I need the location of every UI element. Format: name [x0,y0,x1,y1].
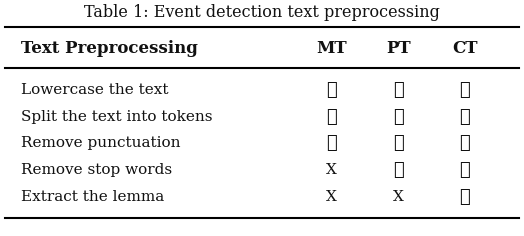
Text: Remove stop words: Remove stop words [20,163,172,177]
Text: ✓: ✓ [326,135,337,152]
Text: Split the text into tokens: Split the text into tokens [20,110,212,124]
Text: Extract the lemma: Extract the lemma [20,190,164,204]
Text: ✓: ✓ [460,161,470,179]
Text: Remove punctuation: Remove punctuation [20,136,180,150]
Text: X: X [392,190,403,204]
Text: ✓: ✓ [326,81,337,99]
Text: X: X [326,163,337,177]
Text: CT: CT [452,40,477,57]
Text: ✓: ✓ [392,108,403,126]
Text: ✓: ✓ [460,188,470,206]
Text: ✓: ✓ [460,135,470,152]
Text: ✓: ✓ [392,81,403,99]
Text: X: X [326,190,337,204]
Text: ✓: ✓ [460,81,470,99]
Text: MT: MT [316,40,347,57]
Text: ✓: ✓ [460,108,470,126]
Text: Text Preprocessing: Text Preprocessing [20,40,198,57]
Text: PT: PT [386,40,410,57]
Text: ✓: ✓ [326,108,337,126]
Text: ✓: ✓ [392,135,403,152]
Text: Lowercase the text: Lowercase the text [20,83,168,97]
Text: Table 1: Event detection text preprocessing: Table 1: Event detection text preprocess… [84,4,440,21]
Text: ✓: ✓ [392,161,403,179]
